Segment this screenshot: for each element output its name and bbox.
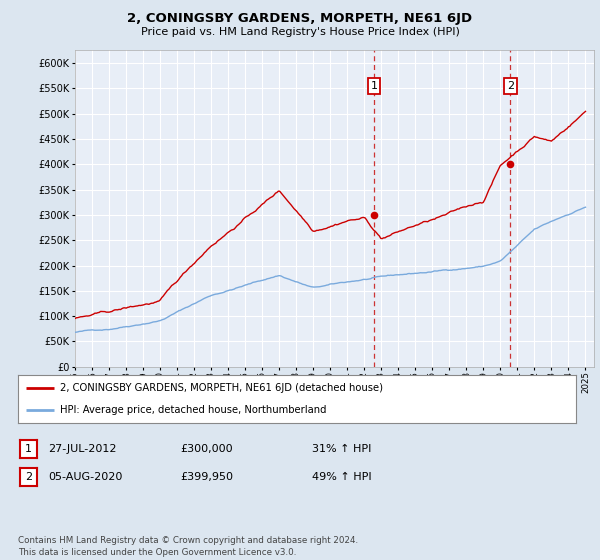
Text: 05-AUG-2020: 05-AUG-2020 <box>48 472 122 482</box>
Text: 2, CONINGSBY GARDENS, MORPETH, NE61 6JD (detached house): 2, CONINGSBY GARDENS, MORPETH, NE61 6JD … <box>60 383 383 393</box>
Text: 2: 2 <box>25 472 32 482</box>
Text: 31% ↑ HPI: 31% ↑ HPI <box>312 444 371 454</box>
Text: Contains HM Land Registry data © Crown copyright and database right 2024.
This d: Contains HM Land Registry data © Crown c… <box>18 536 358 557</box>
Text: 1: 1 <box>370 81 377 91</box>
Text: 2: 2 <box>507 81 514 91</box>
Text: £300,000: £300,000 <box>180 444 233 454</box>
Text: 1: 1 <box>25 444 32 454</box>
Text: 27-JUL-2012: 27-JUL-2012 <box>48 444 116 454</box>
Text: 49% ↑ HPI: 49% ↑ HPI <box>312 472 371 482</box>
Text: Price paid vs. HM Land Registry's House Price Index (HPI): Price paid vs. HM Land Registry's House … <box>140 27 460 37</box>
Text: £399,950: £399,950 <box>180 472 233 482</box>
Text: 2, CONINGSBY GARDENS, MORPETH, NE61 6JD: 2, CONINGSBY GARDENS, MORPETH, NE61 6JD <box>127 12 473 25</box>
Text: HPI: Average price, detached house, Northumberland: HPI: Average price, detached house, Nort… <box>60 405 326 415</box>
